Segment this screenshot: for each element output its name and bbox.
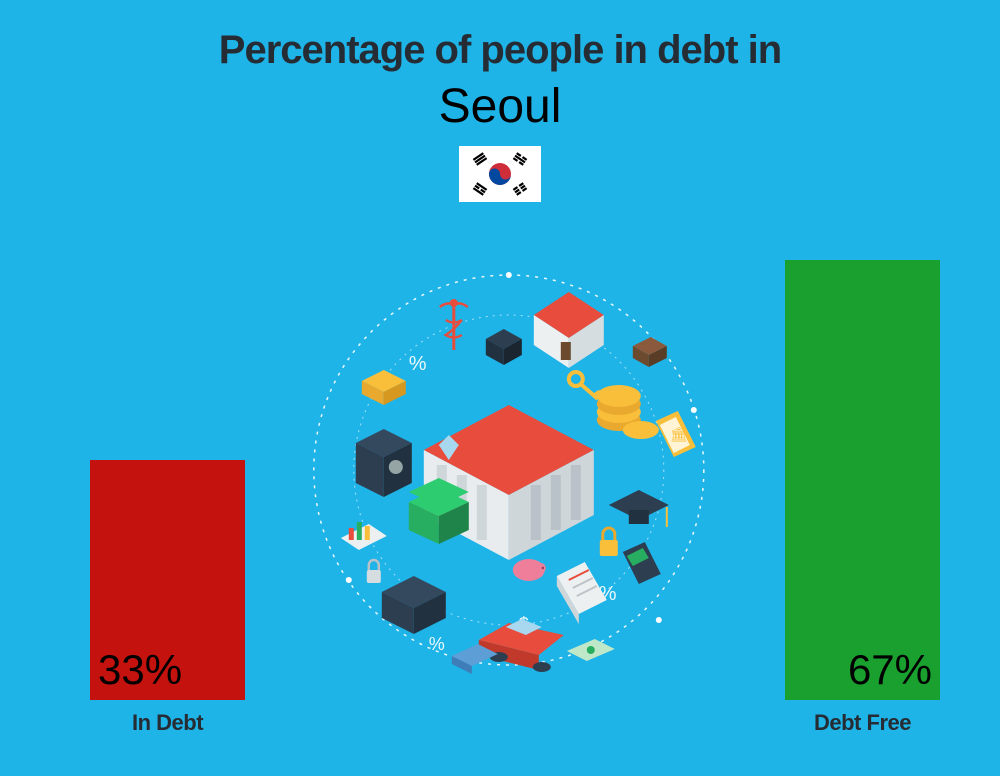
bar-rect: 33% — [90, 460, 245, 700]
bar-rect: 67% — [785, 260, 940, 700]
bar-debt-free: 67% Debt Free — [785, 260, 940, 736]
korea-flag-icon — [459, 146, 541, 202]
bar-in-debt: 33% In Debt — [90, 460, 245, 736]
bar-value: 67% — [848, 646, 932, 694]
page-title: Percentage of people in debt in — [0, 0, 1000, 73]
bar-chart: 33% In Debt 67% Debt Free — [0, 256, 1000, 776]
bar-caption: Debt Free — [785, 710, 940, 736]
bar-caption: In Debt — [90, 710, 245, 736]
page-subtitle: Seoul — [0, 79, 1000, 134]
bar-value: 33% — [98, 646, 182, 694]
